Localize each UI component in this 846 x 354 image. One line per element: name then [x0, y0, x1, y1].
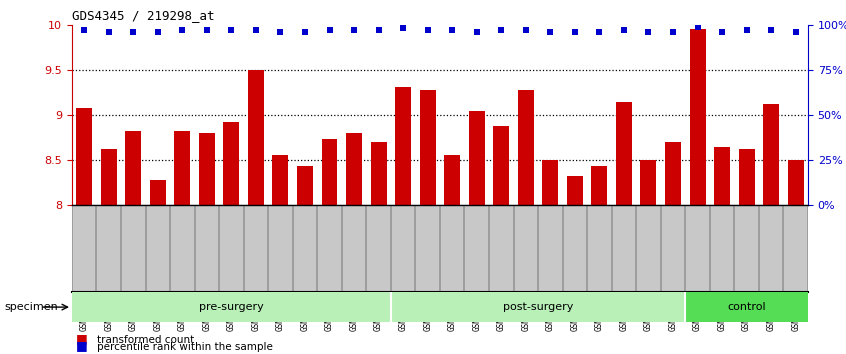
Point — [764, 27, 777, 33]
Point — [494, 27, 508, 33]
Bar — [395, 87, 411, 205]
Point — [298, 29, 311, 35]
Bar — [371, 142, 387, 205]
Bar — [493, 126, 509, 205]
Point — [102, 29, 115, 35]
Bar — [72, 292, 391, 322]
Point — [396, 25, 409, 31]
Bar — [101, 149, 117, 205]
Point — [224, 27, 238, 33]
Point — [715, 29, 728, 35]
Bar — [76, 108, 92, 205]
Bar — [420, 90, 436, 205]
Bar — [640, 160, 656, 205]
Point — [641, 29, 655, 35]
Bar — [223, 122, 239, 205]
Bar — [518, 90, 534, 205]
Bar — [591, 166, 607, 205]
Point — [445, 27, 459, 33]
Bar — [469, 110, 485, 205]
Point — [175, 27, 189, 33]
Point — [200, 27, 213, 33]
Point — [420, 27, 434, 33]
Bar — [174, 131, 190, 205]
Point — [666, 29, 679, 35]
Point — [249, 27, 262, 33]
Bar — [714, 147, 730, 205]
Point — [151, 29, 164, 35]
Text: pre-surgery: pre-surgery — [199, 302, 264, 312]
Bar — [567, 176, 583, 205]
Bar — [542, 160, 558, 205]
Bar — [788, 160, 804, 205]
Point — [788, 29, 802, 35]
Bar — [321, 139, 338, 205]
Bar — [346, 133, 362, 205]
Bar — [739, 149, 755, 205]
Text: specimen: specimen — [4, 302, 58, 312]
Bar — [665, 142, 681, 205]
Point — [77, 27, 91, 33]
Point — [126, 29, 140, 35]
Text: control: control — [728, 302, 766, 312]
Bar — [199, 133, 215, 205]
Point — [617, 27, 630, 33]
Point — [322, 27, 336, 33]
Point — [347, 27, 360, 33]
Bar — [150, 180, 166, 205]
Point — [568, 29, 581, 35]
Point — [519, 27, 532, 33]
Bar — [125, 131, 141, 205]
Point — [543, 29, 557, 35]
Text: ■: ■ — [76, 339, 88, 352]
Bar — [248, 70, 264, 205]
Bar — [272, 155, 288, 205]
Text: GDS4345 / 219298_at: GDS4345 / 219298_at — [72, 9, 214, 22]
Point — [690, 24, 704, 29]
Point — [470, 29, 483, 35]
Text: percentile rank within the sample: percentile rank within the sample — [97, 342, 273, 352]
Bar — [444, 155, 460, 205]
Bar — [689, 29, 706, 205]
Text: transformed count: transformed count — [97, 335, 195, 345]
Text: post-surgery: post-surgery — [503, 302, 574, 312]
Bar — [685, 292, 808, 322]
Bar — [616, 102, 632, 205]
Bar — [297, 166, 313, 205]
Point — [739, 27, 753, 33]
Point — [371, 27, 385, 33]
Bar — [391, 292, 685, 322]
Point — [592, 29, 606, 35]
Point — [273, 29, 287, 35]
Text: ■: ■ — [76, 332, 88, 345]
Bar — [763, 104, 779, 205]
